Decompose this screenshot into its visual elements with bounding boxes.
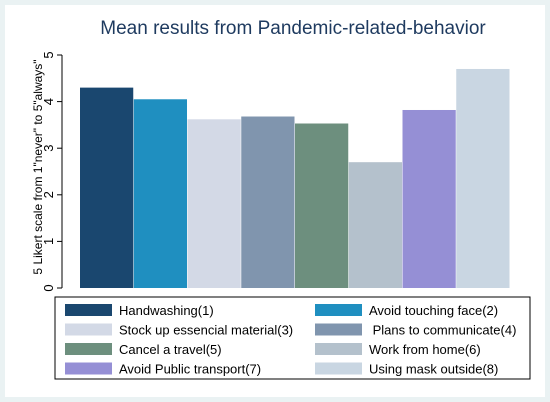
y-axis-label: 5 Likert scale from 1"never" to 5"always…	[31, 59, 45, 274]
legend-swatch	[65, 343, 112, 355]
legend-label: Stock up essencial material(3)	[119, 323, 293, 338]
y-tick-label: 2	[41, 191, 56, 198]
legend-label: Handwashing(1)	[119, 303, 214, 318]
legend-swatch	[315, 304, 362, 316]
legend-swatch	[65, 323, 112, 336]
legend-swatch	[65, 362, 112, 375]
bar	[348, 162, 402, 288]
bar	[402, 109, 456, 288]
legend-label: Using mask outside(8)	[369, 362, 498, 377]
legend-swatch	[315, 343, 362, 355]
legend-label: Plans to communicate(4)	[369, 323, 516, 338]
bar	[187, 119, 241, 288]
legend-box	[54, 296, 531, 380]
legend: Handwashing(1) Avoid touching face(2) Stoc…	[54, 296, 531, 380]
legend-label: Cancel a travel(5)	[119, 342, 222, 357]
y-tick-label: 3	[41, 145, 56, 152]
y-tick-label: 4	[41, 98, 56, 105]
chart-title: Mean results from Pandemic-related-behav…	[100, 18, 486, 39]
y-tick-label: 0	[41, 284, 56, 291]
plot-area: 0 1 2 3 4 5	[41, 51, 510, 292]
bar	[133, 99, 187, 289]
legend-swatch	[65, 304, 112, 316]
legend-swatch	[315, 362, 362, 375]
legend-label: Avoid Public transport(7)	[119, 362, 261, 377]
bar	[80, 87, 134, 289]
bar	[456, 68, 510, 288]
bar	[241, 116, 295, 289]
bar	[295, 123, 349, 288]
legend-label: Avoid touching face(2)	[369, 303, 498, 318]
y-tick-label: 1	[41, 238, 56, 245]
y-tick-label: 5	[41, 51, 56, 58]
legend-swatch	[315, 323, 362, 336]
legend-label: Work from home(6)	[369, 342, 481, 357]
